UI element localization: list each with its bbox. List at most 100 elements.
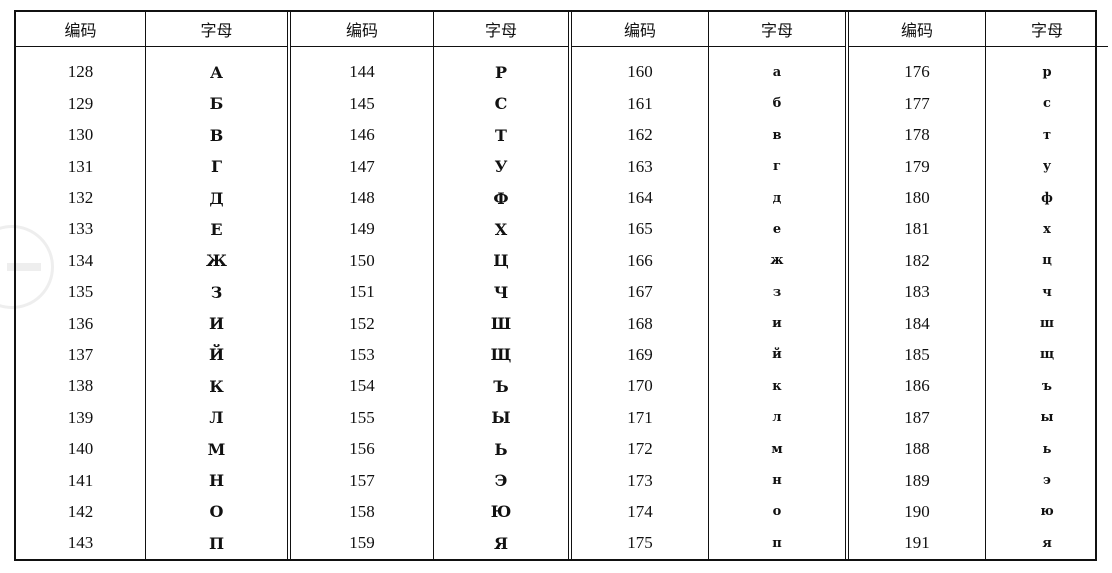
- letter-cell: С: [494, 94, 508, 114]
- code-cell: 188: [904, 439, 930, 459]
- letter-cell: Й: [208, 345, 225, 365]
- code-cell: 186: [904, 376, 930, 396]
- letter-cell: В: [209, 125, 224, 145]
- letter-cell: ж: [770, 253, 784, 269]
- code-cell: 129: [67, 93, 94, 113]
- code-cell: 170: [627, 376, 653, 396]
- letter-cell: л: [772, 410, 782, 426]
- letter-column: 字母 А Б В Г Д Е Ж З И Й К Л М Н О П: [145, 12, 287, 559]
- code-cell: 153: [349, 344, 375, 364]
- letter-cell: е: [772, 221, 782, 237]
- letter-cell: у: [1042, 159, 1052, 175]
- code-header: 编码: [572, 12, 708, 47]
- letter-cell: Ж: [206, 251, 227, 271]
- letter-header: 字母: [146, 12, 287, 47]
- code-cell: 160: [627, 62, 653, 82]
- letter-cell: Д: [209, 188, 224, 208]
- code-cell: 168: [627, 313, 653, 333]
- column-group-4: 编码 176 177 178 179 180 181 182 183 184 185 186 187 18…: [845, 12, 1108, 559]
- code-cell: 176: [904, 62, 930, 82]
- code-cell: 146: [349, 125, 375, 145]
- letter-cell: П: [208, 533, 225, 553]
- letter-cell: ь: [1042, 441, 1052, 457]
- code-cell: 148: [349, 188, 375, 207]
- letter-cell: р: [1042, 64, 1052, 80]
- code-column: 编码 176 177 178 179 180 181 182 183 184 185 186 187 18…: [849, 12, 985, 559]
- code-cell: 144: [349, 62, 375, 82]
- code-cell: 150: [349, 250, 375, 270]
- letter-cell: ш: [1040, 316, 1054, 332]
- code-cell: 164: [627, 188, 653, 207]
- code-cell: 133: [67, 219, 94, 239]
- letter-cell: К: [209, 376, 224, 396]
- letter-cell: М: [207, 439, 226, 459]
- code-cell: 191: [904, 533, 930, 553]
- code-cell: 173: [627, 470, 653, 490]
- letter-cell: Ч: [493, 282, 509, 302]
- letter-header: 字母: [434, 12, 568, 47]
- letter-cell: д: [772, 190, 782, 206]
- letter-cell: щ: [1039, 347, 1055, 363]
- code-cell: 145: [349, 93, 375, 113]
- letter-cell: Э: [494, 471, 508, 491]
- code-cell: 184: [904, 313, 930, 333]
- letter-cell: я: [1042, 535, 1052, 551]
- code-cell: 162: [627, 125, 653, 145]
- code-cell: 190: [904, 501, 930, 521]
- code-column: 编码 128 129 130 131 132 133 134 135 136 137 138 139 14…: [16, 12, 145, 559]
- code-cell: 156: [349, 439, 375, 459]
- letter-header: 字母: [709, 12, 845, 47]
- code-cell: 180: [904, 188, 930, 207]
- letter-cell: Ы: [491, 408, 511, 428]
- letter-cell: п: [772, 535, 782, 551]
- code-cell: 174: [627, 501, 653, 521]
- letter-cell: Г: [210, 157, 223, 177]
- letter-cell: г: [773, 159, 781, 175]
- letter-cell: З: [210, 282, 223, 302]
- letter-cell: а: [772, 64, 782, 80]
- letter-cell: о: [772, 504, 782, 520]
- letter-cell: ъ: [1042, 378, 1052, 394]
- letter-cell: ц: [1042, 253, 1052, 269]
- code-cell: 136: [67, 313, 94, 333]
- letter-cell: ю: [1040, 504, 1054, 520]
- code-cell: 171: [627, 407, 653, 427]
- letter-cell: ч: [1042, 284, 1052, 300]
- code-cell: 169: [627, 344, 653, 364]
- code-cell: 183: [904, 282, 930, 302]
- letter-cell: Ь: [494, 439, 508, 459]
- letter-cell: з: [772, 284, 782, 300]
- code-header: 编码: [849, 12, 985, 47]
- code-cell: 142: [67, 501, 94, 521]
- code-cell: 172: [627, 439, 653, 459]
- letter-column: 字母 а б в г д е ж з и й к л м н о п: [708, 12, 845, 559]
- letter-cell: Б: [209, 94, 224, 114]
- code-cell: 137: [67, 344, 94, 364]
- letter-cell: И: [208, 314, 225, 334]
- letter-cell: Щ: [490, 345, 512, 365]
- letter-cell: Р: [494, 62, 508, 82]
- letter-cell: ф: [1041, 190, 1053, 206]
- letter-cell: н: [772, 473, 782, 489]
- letter-cell: Л: [209, 408, 224, 428]
- letter-cell: х: [1043, 221, 1051, 237]
- code-cell: 141: [67, 470, 94, 490]
- letter-cell: Ф: [493, 188, 509, 208]
- code-cell: 182: [904, 250, 930, 270]
- code-cell: 181: [904, 219, 930, 239]
- letter-cell: м: [771, 441, 783, 457]
- code-cell: 179: [904, 156, 930, 176]
- letter-cell: У: [494, 157, 508, 177]
- encoding-table: 编码 128 129 130 131 132 133 134 135 136 137 138 139 14…: [14, 10, 1108, 561]
- code-cell: 130: [67, 125, 94, 145]
- letter-cell: Ю: [490, 502, 512, 522]
- column-group-3: 编码 160 161 162 163 164 165 166 167 168 169 170 171 17…: [568, 12, 845, 559]
- letter-cell: к: [772, 378, 782, 394]
- letter-cell: б: [772, 96, 782, 112]
- letter-cell: Х: [494, 219, 508, 239]
- letter-header: 字母: [986, 12, 1108, 47]
- letter-cell: Ц: [493, 251, 509, 271]
- letter-cell: Т: [495, 125, 507, 145]
- letter-column: 字母 Р С Т У Ф Х Ц Ч Ш Щ Ъ Ы Ь Э Ю Я: [433, 12, 568, 559]
- code-cell: 138: [67, 376, 94, 396]
